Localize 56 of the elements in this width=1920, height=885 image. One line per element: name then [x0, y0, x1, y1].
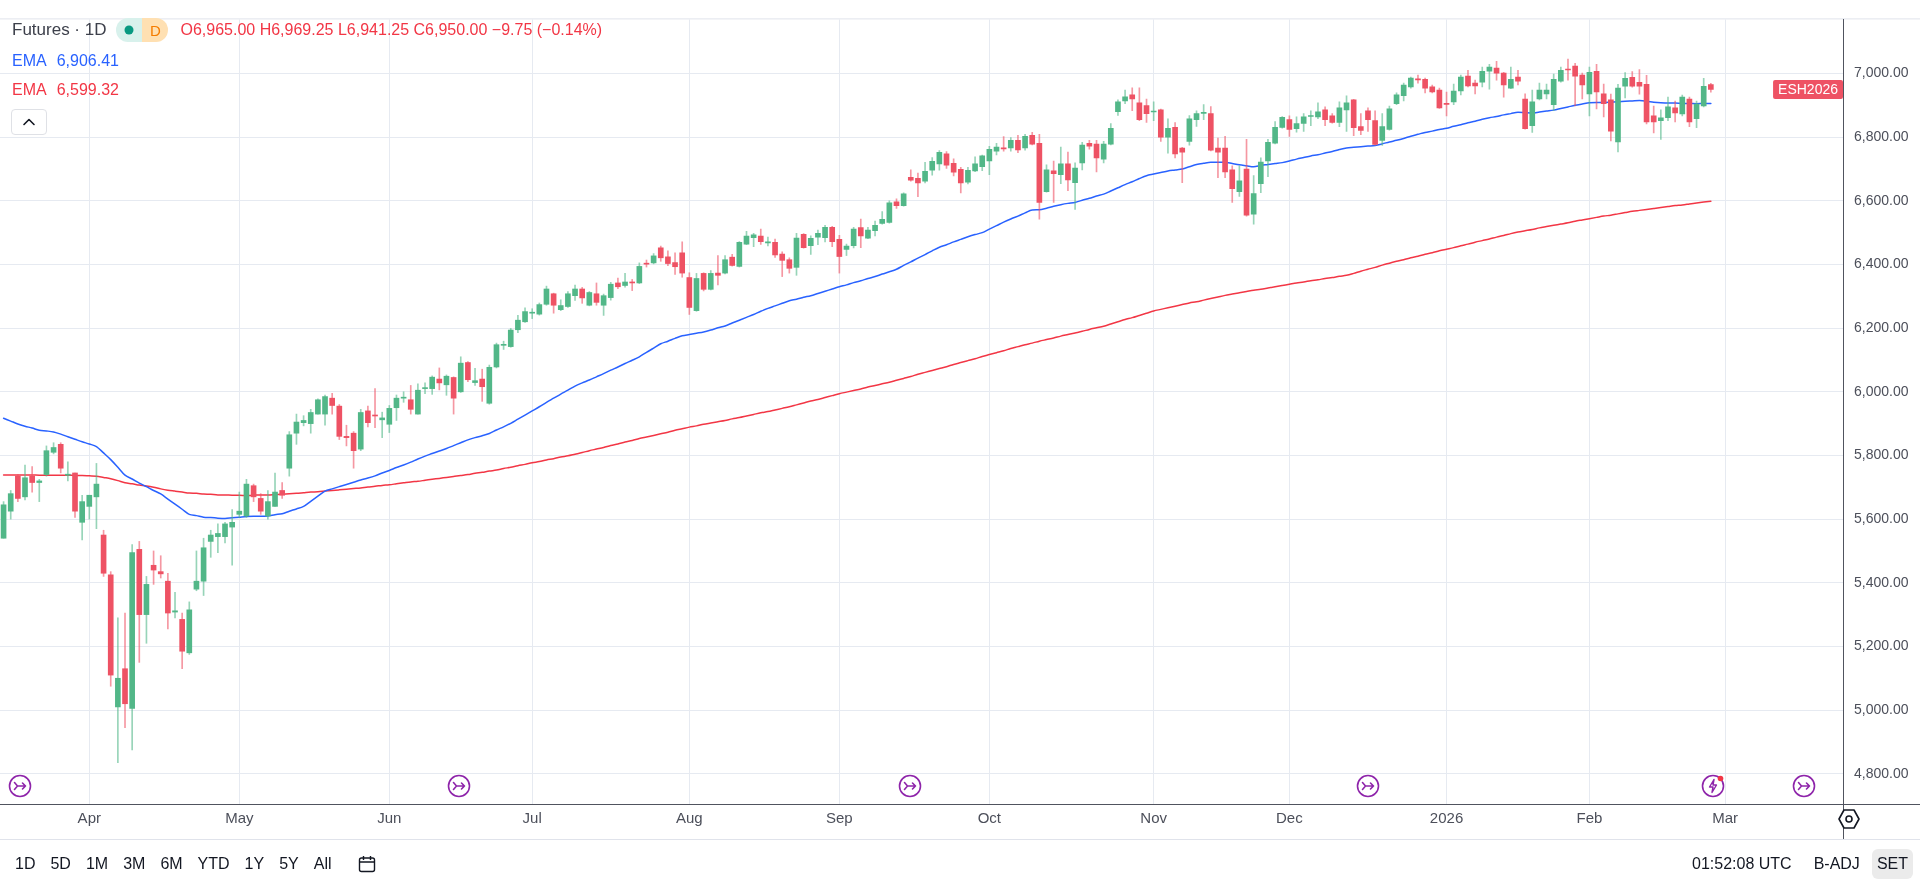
x-tick-label: Apr — [77, 809, 101, 827]
y-tick-label: 5,000.00 — [1854, 700, 1909, 717]
x-tick-label: Oct — [977, 809, 1002, 827]
candlestick — [479, 368, 486, 402]
x-tick-label: Aug — [675, 809, 703, 827]
annotation: 6,599.32 — [56, 81, 119, 98]
text: 5Y — [279, 854, 299, 873]
y-tick-label: 6,400.00 — [1854, 255, 1909, 272]
text: 6M — [160, 854, 183, 873]
candlestick — [472, 367, 478, 386]
x-tick-label: 2026 — [1429, 809, 1464, 827]
x-tick-label: Feb — [1576, 809, 1603, 827]
y-tick-label: 6,600.00 — [1854, 191, 1909, 208]
chart-title: Futures · 1D — [12, 20, 107, 40]
y-tick-label: 7,000.00 — [1854, 64, 1909, 81]
text: YTD — [197, 854, 230, 873]
candlestick — [36, 479, 43, 502]
candlestick — [236, 491, 243, 518]
annotation: O6,965.00 H6,969.25 L6,941.25 C6,950.00 −9.75 (−0.14%) — [180, 21, 603, 39]
x-tick-label: Jul — [522, 809, 542, 827]
candlestick — [715, 255, 721, 286]
x-tick-label: Dec — [1276, 809, 1304, 827]
candlestick — [172, 592, 178, 619]
candlestick — [65, 461, 71, 482]
y-tick-label: 5,800.00 — [1854, 446, 1909, 463]
text: EMA — [12, 52, 47, 69]
x-tick-label: Mar — [1712, 809, 1739, 827]
text: B-ADJ — [1813, 854, 1860, 873]
candlestick — [1650, 105, 1657, 134]
text: 1M — [85, 854, 109, 873]
annotation: D — [142, 18, 169, 42]
annotation: 6,906.41 — [56, 52, 119, 69]
y-tick-label: 5,400.00 — [1854, 573, 1909, 590]
candlestick — [436, 367, 443, 391]
y-tick-label: 6,000.00 — [1854, 382, 1909, 399]
text: All — [313, 854, 332, 873]
y-tick-label: 4,800.00 — [1854, 764, 1909, 781]
text: 1Y — [244, 854, 265, 873]
y-tick-label: 6,200.00 — [1854, 319, 1909, 336]
x-tick-label: Jun — [377, 809, 402, 827]
candlestick — [1672, 100, 1678, 123]
text: 5D — [50, 854, 71, 873]
x-tick-label: Sep — [826, 809, 853, 827]
text: 1D — [15, 854, 36, 873]
text: SET — [1871, 848, 1913, 879]
y-tick-label: 5,600.00 — [1854, 509, 1909, 526]
x-tick-label: Nov — [1140, 809, 1168, 827]
candlestick — [115, 617, 121, 763]
x-tick-label: May — [225, 809, 254, 827]
y-tick-label: 6,800.00 — [1854, 128, 1909, 145]
candlestick — [157, 555, 164, 579]
text: EMA — [12, 81, 47, 98]
text: 3M — [123, 854, 146, 873]
annotation: ESH2026 — [1778, 81, 1839, 98]
y-tick-label: 5,200.00 — [1854, 637, 1909, 654]
text: 01:52:08 UTC — [1692, 854, 1792, 873]
